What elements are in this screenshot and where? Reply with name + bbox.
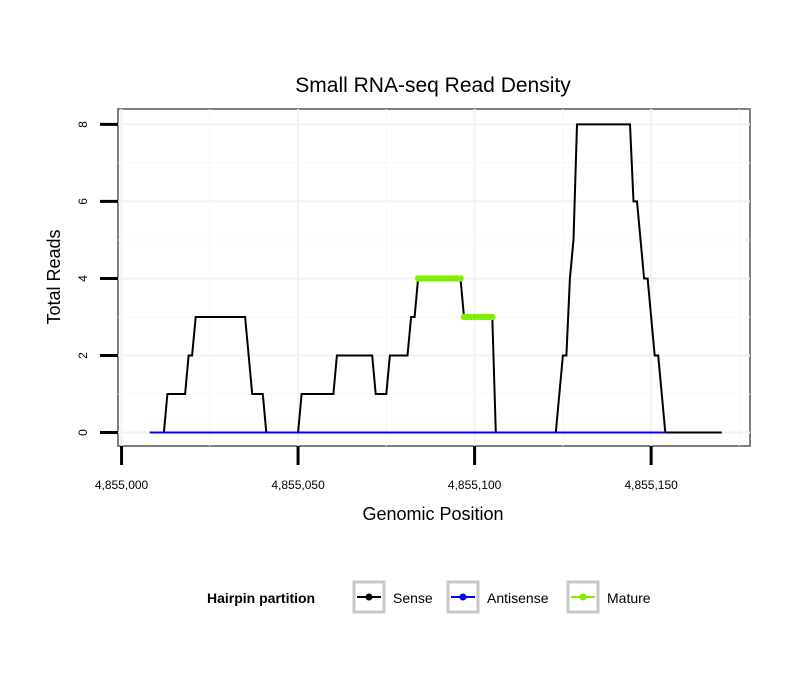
legend-key-mature-dot bbox=[579, 593, 587, 601]
legend-label-antisense: Antisense bbox=[487, 590, 549, 606]
chart-title: Small RNA-seq Read Density bbox=[295, 74, 571, 97]
x-tick-label: 4,855,050 bbox=[271, 478, 325, 492]
y-tick-label: 4 bbox=[76, 275, 90, 282]
x-tick-label: 4,855,000 bbox=[95, 478, 149, 492]
x-axis-title: Genomic Position bbox=[362, 504, 503, 524]
x-tick-label: 4,855,150 bbox=[624, 478, 678, 492]
x-axis: 4,855,000 4,855,050 4,855,100 4,855,150 bbox=[95, 446, 678, 492]
series-mature-point bbox=[489, 313, 496, 321]
legend-item-antisense: Antisense bbox=[446, 580, 549, 614]
legend-label-sense: Sense bbox=[393, 590, 433, 606]
legend-item-mature: Mature bbox=[566, 580, 651, 614]
legend-item-sense: Sense bbox=[352, 580, 433, 614]
series-mature-segment bbox=[460, 313, 496, 321]
legend-key-antisense-dot bbox=[459, 593, 467, 601]
series-layer bbox=[149, 123, 722, 434]
y-axis-title: Total Reads bbox=[44, 229, 64, 324]
y-tick-label: 6 bbox=[76, 198, 90, 205]
x-tick-label: 4,855,100 bbox=[448, 478, 502, 492]
y-tick-label: 8 bbox=[76, 121, 90, 128]
y-axis: 0 2 4 6 8 bbox=[76, 121, 118, 436]
series-mature-segment bbox=[414, 275, 464, 282]
legend-key-sense-dot bbox=[365, 593, 373, 601]
y-tick-label: 0 bbox=[76, 429, 90, 436]
legend-label-mature: Mature bbox=[607, 590, 651, 606]
legend-title: Hairpin partition bbox=[207, 590, 315, 606]
series-sense-line bbox=[149, 123, 722, 434]
series-mature-point bbox=[457, 275, 464, 282]
y-tick-label: 2 bbox=[76, 352, 90, 359]
legend: Hairpin partition Sense Antisense Mature bbox=[207, 580, 651, 614]
